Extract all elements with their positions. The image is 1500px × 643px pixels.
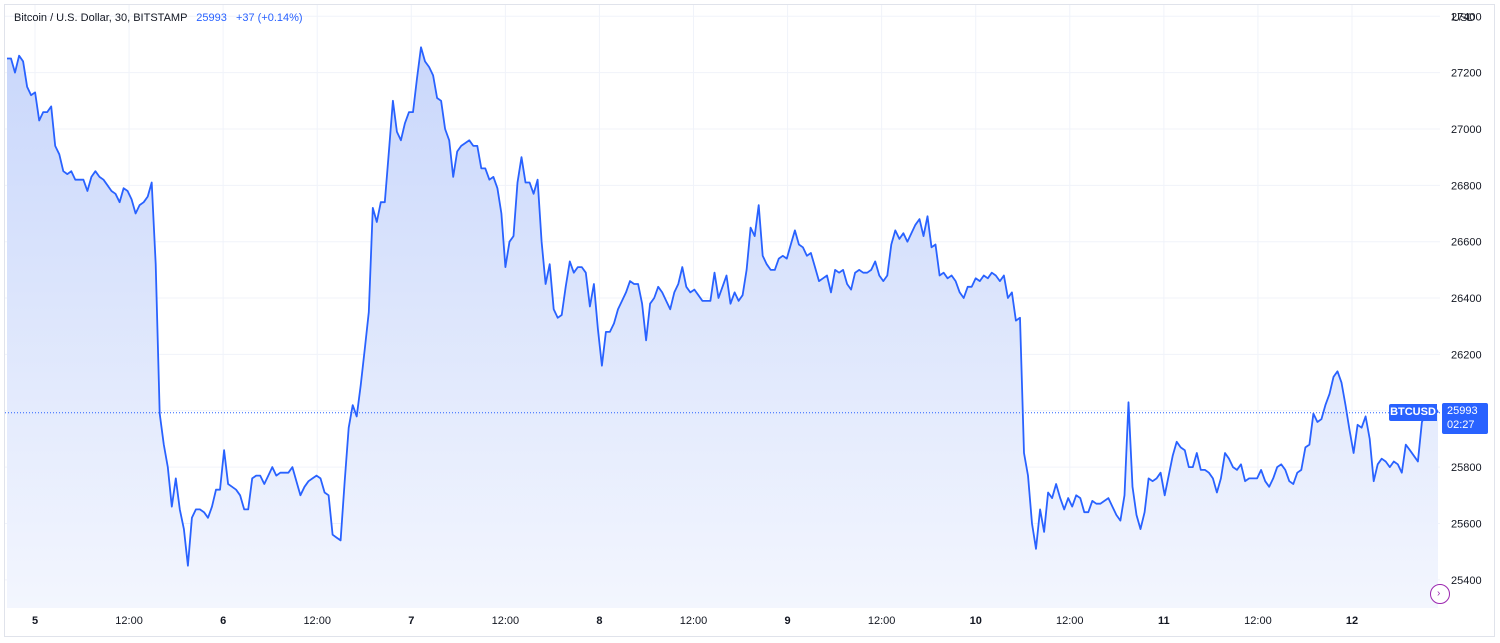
x-tick-label: 11 [1158,615,1170,627]
y-tick-label-25600: 25600 [1451,518,1482,530]
area-fill [7,47,1438,609]
y-tick-label-26600: 26600 [1451,237,1482,249]
x-tick-label: 10 [970,615,982,627]
x-tick-label: 7 [408,615,414,627]
y-tick-label-26800: 26800 [1451,180,1482,192]
x-tick-label: 6 [220,615,226,627]
symbol-title: Bitcoin / U.S. Dollar, 30, BITSTAMP [14,12,188,24]
price-area [7,47,1438,609]
x-tick-label: 9 [785,615,791,627]
x-tick-label: 12:00 [680,615,708,627]
y-tick-label-26200: 26200 [1451,349,1482,361]
y-tick-label-26400: 26400 [1451,293,1482,305]
currency-label[interactable]: USD [1452,12,1476,24]
price-axis[interactable]: 2540025600258002600026200264002660026800… [1451,11,1482,587]
price-line-series [7,46,1439,567]
last-price: 25993 [196,12,227,24]
x-tick-label: 8 [596,615,602,627]
symbol-badge: BTCUSD [1389,404,1437,421]
chart-frame[interactable] [4,4,1495,637]
symbol-legend[interactable]: Bitcoin / U.S. Dollar, 30, BITSTAMP 2599… [14,12,303,24]
x-tick-label: 12:00 [868,615,896,627]
x-tick-label: 12:00 [115,615,143,627]
price-change: +37 (+0.14%) [235,12,303,24]
scroll-to-realtime-icon[interactable]: › [1430,584,1450,604]
x-tick-label: 12:00 [303,615,331,627]
y-tick-label-27400: 27400 [1451,11,1482,23]
x-tick-label: 12 [1346,615,1358,627]
x-tick-label: 12:00 [492,615,520,627]
y-tick-label-25400: 25400 [1451,575,1482,587]
current-price-label: 25993 [1447,405,1478,417]
bar-countdown: 02:27 [1447,419,1475,431]
time-axis[interactable]: 5 12:00 6 12:00 7 12:00 8 12:00 9 12:00 10 12:00 11 1… [32,615,1358,627]
x-tick-label: 12:00 [1056,615,1084,627]
series-line [7,46,1439,567]
y-tick-label-27000: 27000 [1451,124,1482,136]
x-tick-label: 5 [32,615,38,627]
x-tick-label: 12:00 [1244,615,1272,627]
y-tick-label-27200: 27200 [1451,68,1482,80]
y-tick-label-25800: 25800 [1451,462,1482,474]
current-price-badge: 25993 02:27 [1442,403,1488,434]
